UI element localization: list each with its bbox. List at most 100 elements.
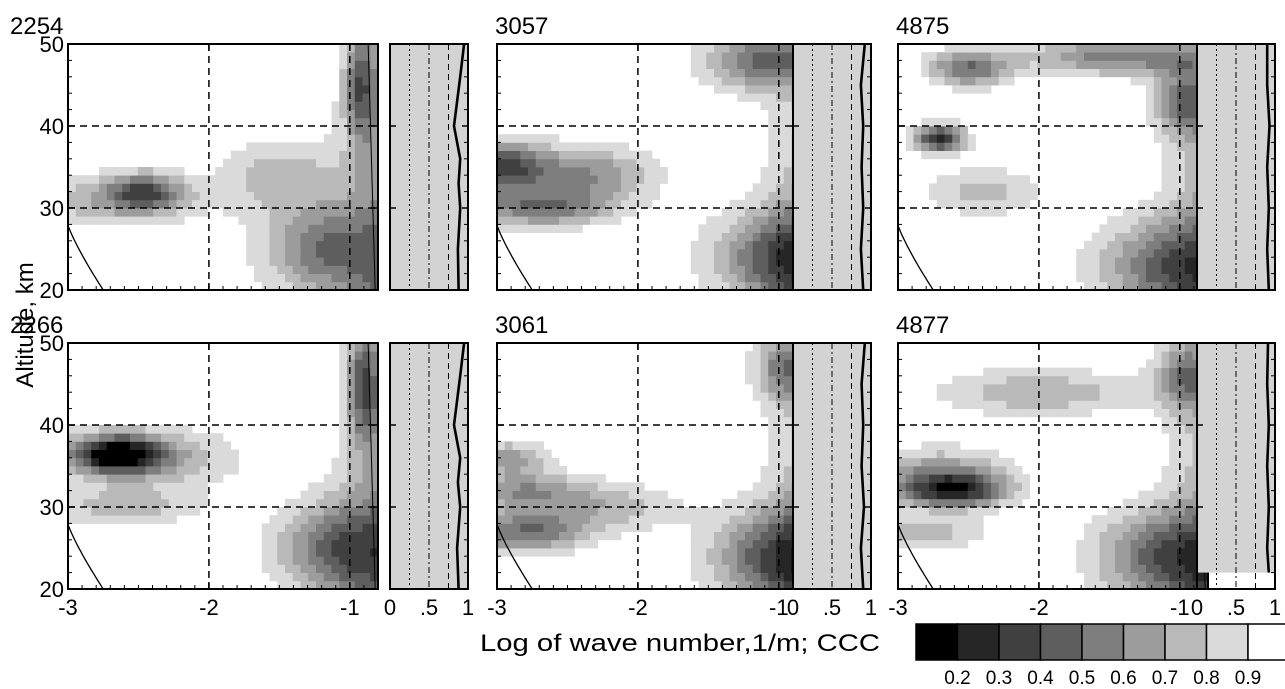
heatmap-cell: [339, 44, 348, 53]
heatmap-cell: [768, 199, 777, 209]
heatmap-cell: [998, 498, 1007, 508]
heatmap-cell: [1177, 507, 1186, 516]
heatmap-cell: [913, 134, 922, 143]
heatmap-cell: [760, 367, 769, 377]
heatmap-cell: [176, 199, 185, 209]
heatmap-cell: [760, 531, 769, 541]
heatmap-cell: [99, 183, 108, 192]
heatmap-cell: [176, 490, 185, 500]
heatmap-cell: [339, 134, 348, 143]
heatmap-cell: [362, 580, 371, 590]
heatmap-cell: [752, 580, 761, 590]
colorbar-swatch: [1122, 623, 1166, 661]
heatmap-cell: [362, 199, 371, 209]
heatmap-cell: [347, 556, 356, 565]
heatmap-cell: [354, 93, 363, 102]
heatmap-cell: [698, 580, 707, 590]
heatmap-cell: [362, 126, 371, 135]
heatmap-cell: [1006, 457, 1015, 467]
heatmap-cell: [582, 142, 591, 151]
heatmap-cell: [1138, 392, 1147, 401]
heatmap-cell: [269, 167, 278, 176]
heatmap-cell: [497, 441, 506, 450]
heatmap-cell: [1122, 224, 1131, 233]
heatmap-cell: [1153, 281, 1162, 291]
heatmap-cell: [1153, 351, 1162, 360]
heatmap-cell: [1115, 531, 1124, 541]
heatmap-cell: [161, 433, 170, 442]
heatmap-cell: [905, 539, 914, 549]
heatmap-cell: [497, 199, 506, 209]
heatmap-cell: [1153, 515, 1162, 524]
heatmap-cell: [238, 183, 247, 192]
heatmap-cell: [597, 216, 606, 225]
heatmap-cell: [1122, 515, 1131, 524]
heatmap-cell: [370, 208, 379, 217]
heatmap-cell: [1091, 281, 1100, 291]
heatmap-cell: [737, 68, 746, 78]
heatmap-cell: [1060, 375, 1069, 385]
heatmap-cell: [729, 273, 738, 283]
heatmap-cell: [1177, 580, 1186, 590]
heatmap-cell: [559, 498, 568, 508]
heatmap-cell: [339, 175, 348, 184]
heatmap-cell: [714, 564, 723, 573]
heatmap-cell: [246, 232, 255, 242]
heatmap-cell: [323, 539, 332, 549]
heatmap-cell: [929, 474, 938, 483]
heatmap-cell: [512, 224, 521, 233]
ccc-x-tick-label: 1: [865, 595, 877, 620]
heatmap-cell: [535, 208, 544, 217]
heatmap-cell: [960, 523, 969, 532]
heatmap-cell: [354, 167, 363, 176]
heatmap-cell: [776, 367, 785, 377]
heatmap-cell: [497, 191, 506, 201]
heatmap-cell: [122, 175, 131, 184]
heatmap-cell: [776, 101, 785, 110]
heatmap-cell: [590, 482, 599, 491]
heatmap-cell: [331, 490, 340, 500]
heatmap-cell: [1130, 257, 1139, 266]
heatmap-cell: [1014, 183, 1023, 192]
heatmap-cell: [300, 564, 309, 573]
heatmap-cell: [99, 425, 108, 434]
heatmap-cell: [768, 281, 777, 291]
heatmap-cell: [1130, 523, 1139, 532]
heatmap-cell: [362, 433, 371, 442]
heatmap-cell: [1029, 191, 1038, 201]
heatmap-cell: [106, 490, 115, 500]
heatmap-cell: [362, 343, 371, 352]
heatmap-cell: [975, 507, 984, 516]
heatmap-cell: [628, 183, 637, 192]
heatmap-cell: [745, 531, 754, 541]
heatmap-cell: [752, 367, 761, 377]
heatmap-cell: [308, 507, 317, 516]
heatmap-cell: [137, 425, 146, 434]
heatmap-cell: [277, 257, 286, 266]
heatmap-cell: [1146, 548, 1155, 557]
ccc-x-tick-label: .5: [420, 595, 438, 620]
heatmap-cell: [91, 441, 100, 450]
heatmap-cell: [559, 466, 568, 475]
heatmap-cell: [783, 60, 792, 69]
heatmap-cell: [745, 199, 754, 209]
heatmap-cell: [230, 167, 239, 176]
heatmap-cell: [300, 490, 309, 500]
heatmap-cell: [960, 457, 969, 467]
heatmap-cell: [1037, 384, 1046, 393]
heatmap-cell: [1138, 52, 1147, 61]
heatmap-cell: [161, 466, 170, 475]
heatmap-cell: [776, 433, 785, 442]
heatmap-cell: [331, 457, 340, 467]
heatmap-cell: [768, 68, 777, 78]
heatmap-cell: [636, 515, 645, 524]
heatmap-cell: [512, 158, 521, 168]
heatmap-cell: [130, 441, 139, 450]
heatmap-cell: [1138, 400, 1147, 409]
heatmap-cell: [153, 183, 162, 192]
colorbar-swatch: [1205, 623, 1249, 661]
heatmap-cell: [944, 449, 953, 459]
heatmap-cell: [1177, 68, 1186, 78]
heatmap-cell: [370, 167, 379, 176]
heatmap-cell: [1022, 400, 1031, 409]
